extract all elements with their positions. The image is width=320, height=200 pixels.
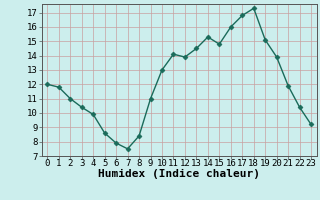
X-axis label: Humidex (Indice chaleur): Humidex (Indice chaleur) bbox=[98, 169, 260, 179]
